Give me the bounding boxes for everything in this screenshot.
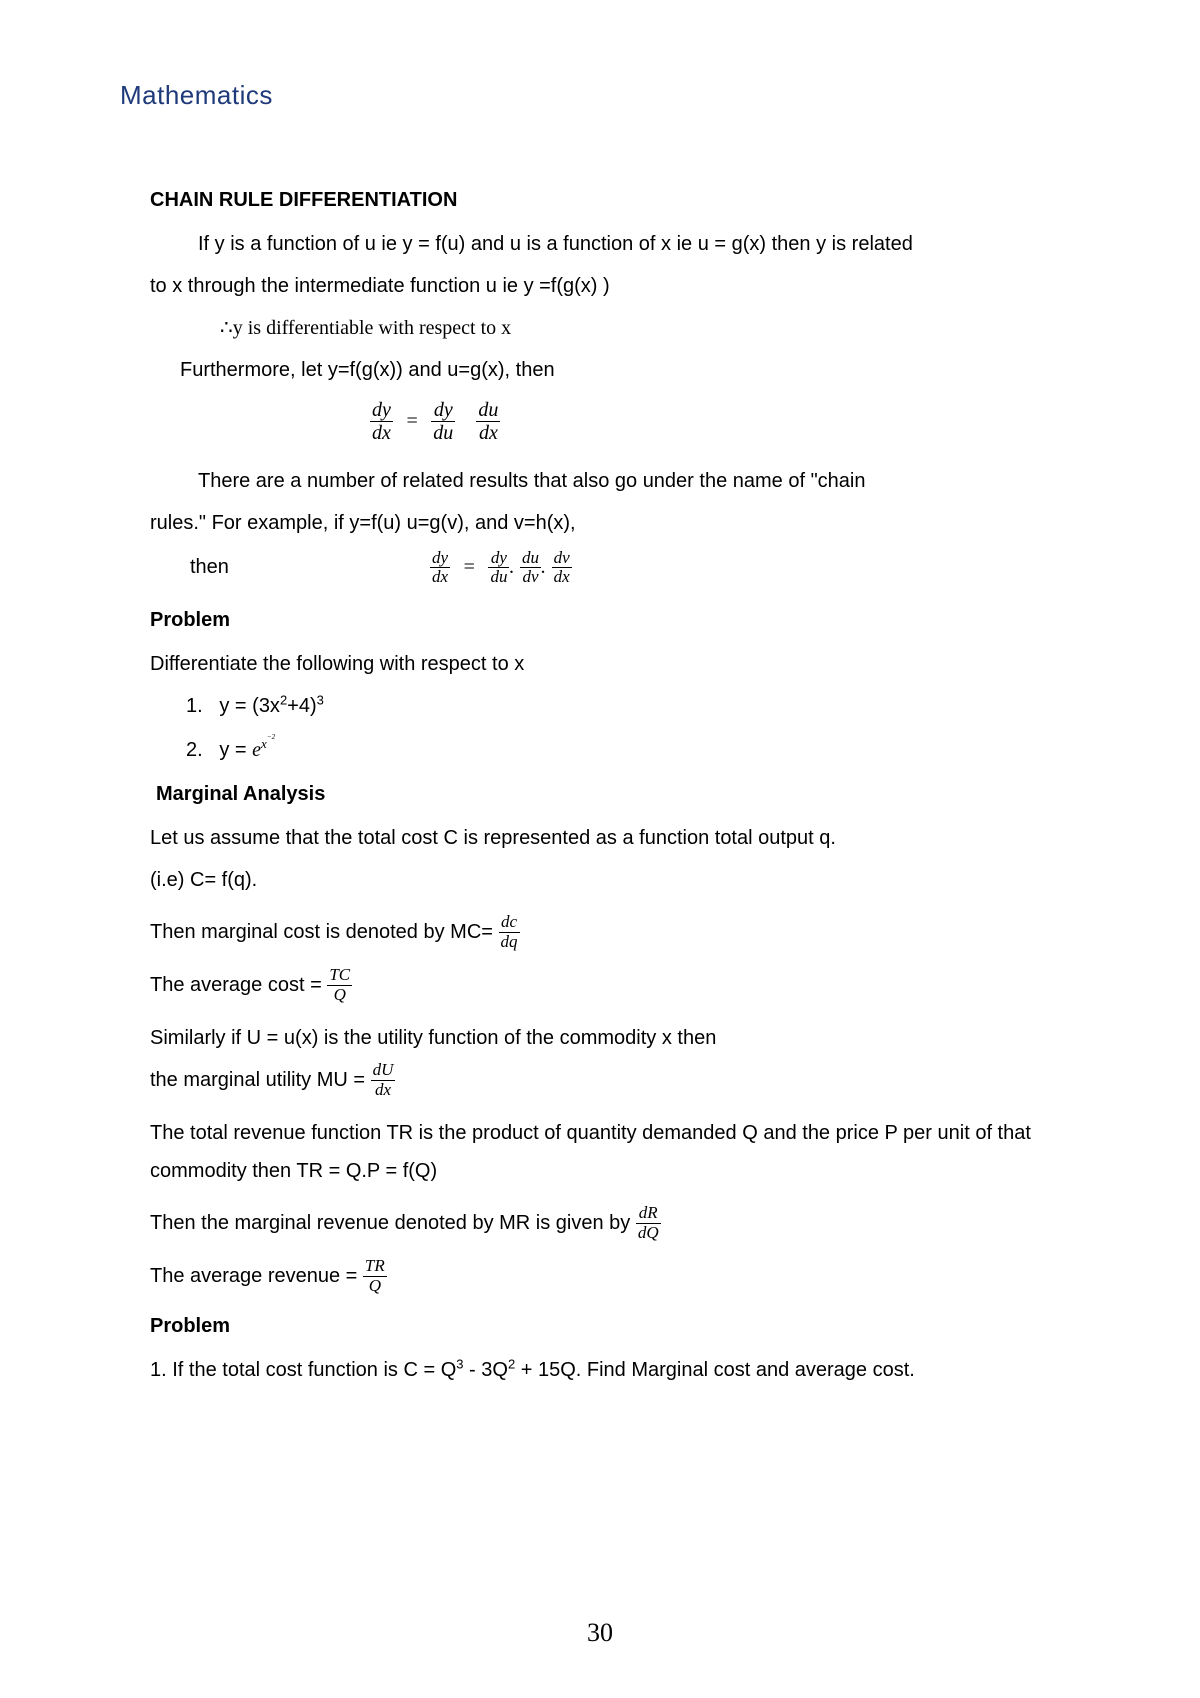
chain-rule-p3: Furthermore, let y=f(g(x)) and u=g(x), t… (150, 351, 1080, 389)
chain-rule-p1a: If y is a function of u ie y = f(u) and … (150, 225, 1080, 263)
eq2-equals: = (464, 548, 475, 586)
eq1-equals: = (406, 402, 417, 440)
mc-frac: dc dq (499, 913, 520, 951)
then-label: then (150, 548, 430, 586)
therefore-symbol: ∴y is differentiable with respect to x (220, 317, 511, 339)
problem1-intro: Differentiate the following with respect… (150, 645, 1080, 683)
marginal-p5-row: the marginal utility MU = dU dx (150, 1061, 1080, 1100)
content-area: CHAIN RULE DIFFERENTIATION If y is a fun… (150, 181, 1080, 1389)
page-container: Mathematics CHAIN RULE DIFFERENTIATION I… (0, 0, 1200, 1698)
eq2-frac1: dy dx (430, 549, 450, 587)
eq2-frac2: dy du (488, 549, 509, 587)
eq1-frac2: dy du (431, 399, 455, 444)
mu-frac: dU dx (371, 1061, 396, 1099)
problem2-title: Problem (150, 1307, 1080, 1345)
eq2-frac3: du dv (520, 549, 541, 587)
section-chain-rule-title: CHAIN RULE DIFFERENTIATION (150, 181, 1080, 219)
marginal-p2-row: Then marginal cost is denoted by MC= dc … (150, 913, 1080, 952)
eq2-frac4: dv dx (552, 549, 572, 587)
chain-rule-eq2: dy dx = dy du . du dv . dv dx (430, 548, 572, 587)
marginal-p3-row: The average cost = TC Q (150, 966, 1080, 1005)
chain-rule-eq1: dy dx = dy du du dx (150, 399, 1080, 444)
page-number: 30 (0, 1618, 1200, 1648)
marginal-p6: The total revenue function TR is the pro… (150, 1114, 1080, 1190)
problem1-item2: 2. y = ex−2 (186, 731, 1080, 769)
eq1-frac1: dy dx (370, 399, 393, 444)
page-header-title: Mathematics (120, 80, 1080, 111)
marginal-title: Marginal Analysis (156, 775, 1080, 813)
marginal-p1: Let us assume that the total cost C is r… (150, 819, 1080, 857)
problem2-p1: 1. If the total cost function is C = Q3 … (150, 1351, 1080, 1389)
chain-rule-p2: ∴y is differentiable with respect to x (150, 309, 1080, 347)
ar-frac: TR Q (363, 1257, 387, 1295)
chain-rule-p4a: There are a number of related results th… (150, 462, 1080, 500)
chain-rule-eq2-row: then dy dx = dy du . du dv . dv dx (150, 548, 1080, 587)
chain-rule-p1b: to x through the intermediate function u… (150, 267, 1080, 305)
ac-frac: TC Q (327, 966, 352, 1004)
marginal-p4: Similarly if U = u(x) is the utility fun… (150, 1019, 1080, 1057)
problem1-title: Problem (150, 601, 1080, 639)
chain-rule-p4b: rules." For example, if y=f(u) u=g(v), a… (150, 504, 1080, 542)
eq1-frac3: du dx (476, 399, 500, 444)
mr-frac: dR dQ (636, 1204, 661, 1242)
marginal-p1b: (i.e) C= f(q). (150, 861, 1080, 899)
problem1-item1: 1. y = (3x2+4)3 (186, 687, 1080, 725)
marginal-p7-row: Then the marginal revenue denoted by MR … (150, 1204, 1080, 1243)
marginal-p8-row: The average revenue = TR Q (150, 1257, 1080, 1296)
